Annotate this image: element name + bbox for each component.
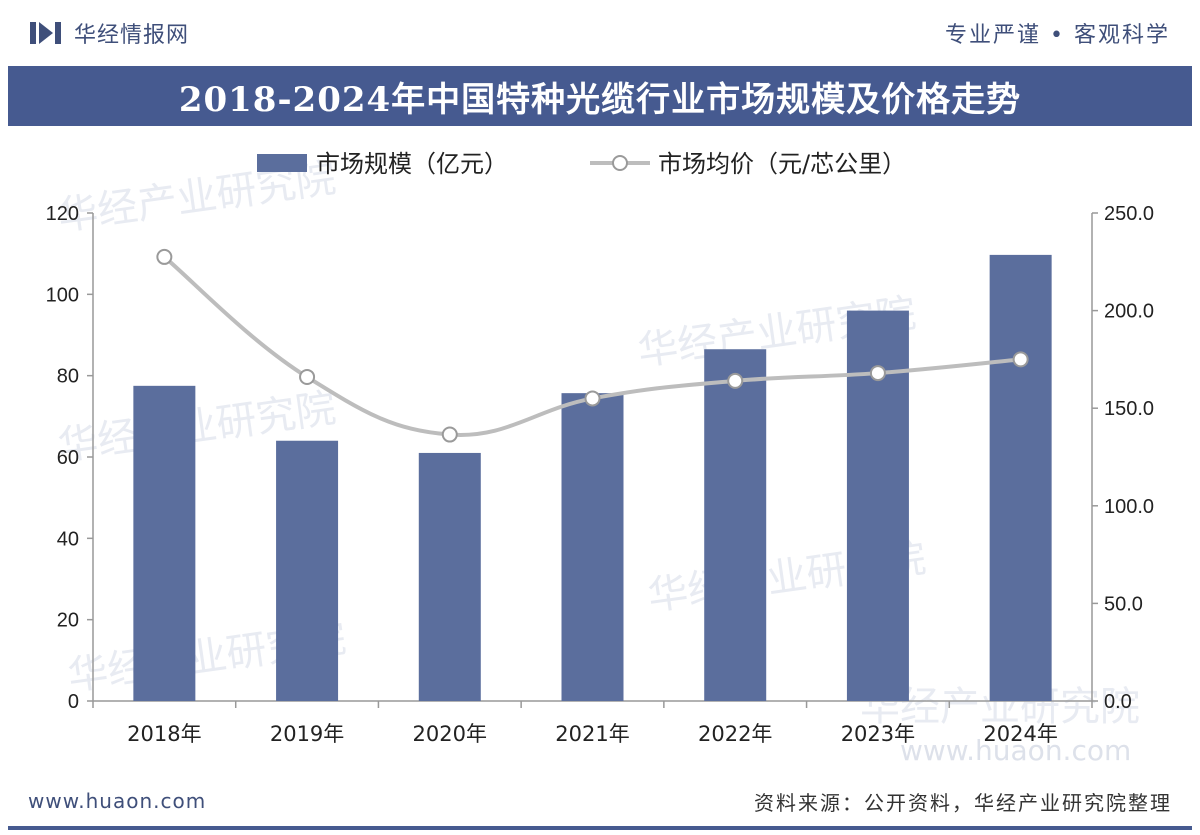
x-tick-label: 2019年	[270, 722, 344, 746]
left-tick-label: 120	[46, 203, 79, 225]
right-tick-label: 100.0	[1104, 496, 1154, 518]
right-ticks: 0.0 50.0 100.0 150.0 200.0 250.0	[1092, 203, 1154, 713]
x-tick-label: 2023年	[841, 722, 915, 746]
line-series	[156, 248, 1029, 443]
x-tick-label: 2021年	[555, 722, 629, 746]
legend-line-label: 市场均价（元/芯公里）	[658, 150, 906, 178]
x-tick-label: 2024年	[983, 722, 1057, 746]
right-tick-label: 50.0	[1104, 593, 1143, 615]
bar	[276, 440, 339, 701]
legend-line-marker	[612, 155, 628, 171]
price-point	[1012, 351, 1029, 368]
bar	[989, 254, 1052, 702]
footer-url[interactable]: www.huaon.com	[28, 789, 207, 813]
right-tick-label: 200.0	[1104, 301, 1154, 323]
x-tick-label: 2022年	[698, 722, 772, 746]
footer-source: 资料来源：公开资料，华经产业研究院整理	[754, 790, 1172, 815]
price-point	[299, 368, 316, 385]
brand-name: 华经情报网	[74, 23, 190, 48]
title-bar: 2018-2024年中国特种光缆行业市场规模及价格走势	[8, 66, 1192, 126]
price-point	[584, 390, 601, 407]
chart: 华经产业研究院 华经产业研究院 华经产业研究院 华经产业研究院 华经产业研究院 …	[46, 150, 1154, 767]
left-tick-label: 0	[68, 691, 79, 713]
price-point	[441, 426, 458, 443]
header: 华经情报网 专业严谨 • 客观科学	[0, 0, 1200, 66]
slogan: 专业严谨 • 客观科学	[945, 23, 1170, 48]
x-tick-label: 2018年	[127, 722, 201, 746]
legend-bar-label: 市场规模（亿元）	[316, 150, 508, 178]
bar	[704, 349, 767, 701]
legend: 市场规模（亿元） 市场均价（元/芯公里）	[257, 150, 906, 178]
left-ticks: 0 20 40 60 80 100 120	[46, 203, 93, 713]
left-tick-label: 100	[46, 284, 79, 306]
bar	[418, 452, 481, 701]
right-tick-label: 0.0	[1104, 691, 1132, 713]
legend-bar-swatch	[257, 154, 307, 172]
right-tick-label: 150.0	[1104, 398, 1154, 420]
bottom-divider	[8, 826, 1192, 830]
bar	[133, 385, 196, 701]
left-tick-label: 80	[57, 366, 79, 388]
x-tick-label: 2020年	[413, 722, 487, 746]
right-tick-label: 250.0	[1104, 203, 1154, 225]
brand: 华经情报网	[30, 17, 189, 49]
footer: www.huaon.com 资料来源：公开资料，华经产业研究院整理	[0, 778, 1200, 824]
chart-title: 2018-2024年中国特种光缆行业市场规模及价格走势	[178, 79, 1022, 120]
left-tick-label: 20	[57, 610, 79, 632]
price-point	[727, 372, 744, 389]
left-tick-label: 40	[57, 528, 79, 550]
left-tick-label: 60	[57, 447, 79, 469]
bar	[561, 393, 624, 701]
price-point	[869, 365, 886, 382]
brand-logo-icon	[30, 22, 61, 44]
watermark-url: www.huaon.com	[900, 734, 1131, 767]
price-point	[156, 248, 173, 265]
x-ticks: 2018年 2019年 2020年 2021年 2022年 2023年 2024年	[92, 701, 1093, 746]
